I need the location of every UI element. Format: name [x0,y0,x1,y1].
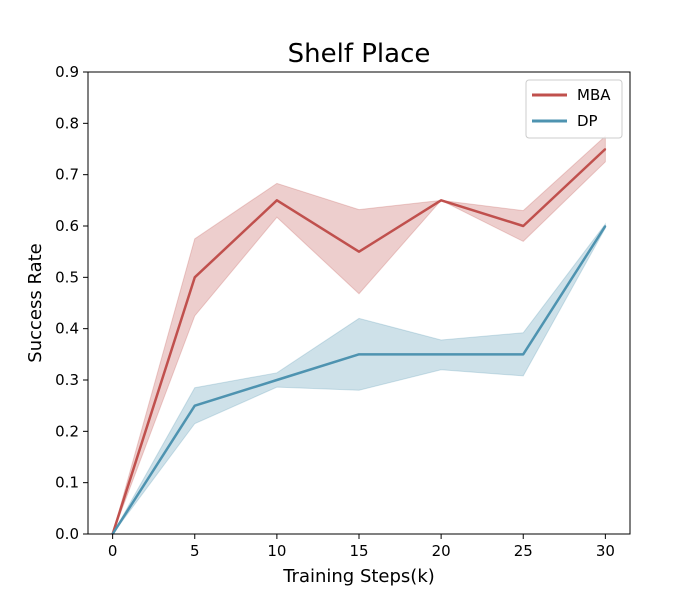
y-tick-label: 0.6 [55,217,79,235]
y-tick-label: 0.5 [55,268,79,286]
series-lines [111,148,607,535]
plot-area [87,71,631,535]
point-dp [522,353,525,356]
y-tick-label: 0.7 [55,166,79,184]
y-tick-label: 0.4 [55,320,79,338]
y-tick-label: 0.9 [55,63,79,81]
point-dp [604,225,607,227]
y-tick-label: 0.2 [55,422,79,440]
x-tick-label: 15 [349,542,368,560]
point-dp [276,379,278,381]
y-tick-label: 0.1 [55,474,79,492]
x-tick-label: 25 [514,542,533,560]
y-axis-label: Success Rate [25,243,46,362]
legend-label-mba: MBA [577,86,611,104]
x-axis-label: Training Steps(k) [282,566,435,587]
x-tick-label: 5 [190,542,200,560]
x-tick-label: 30 [596,542,615,560]
point-dp [358,353,360,356]
legend-label-dp: DP [577,112,598,130]
point-mba [440,199,442,202]
y-tick-label: 0.3 [55,371,79,389]
confidence-bands [112,135,606,535]
y-tick-label: 0.0 [55,525,79,543]
point-mba [193,276,196,279]
x-tick-label: 0 [108,542,118,560]
y-axis: 0.0 0.1 0.2 0.3 0.4 0.5 0.6 0.7 0.8 0.9 [55,63,88,543]
point-mba [276,199,278,202]
point-mba [522,225,525,227]
y-tick-label: 0.8 [55,114,79,132]
x-tick-label: 10 [267,542,286,560]
chart-title: Shelf Place [288,39,431,69]
point-dp [193,404,196,407]
x-tick-label: 20 [432,542,451,560]
point-mba [604,148,607,150]
legend: MBA DP [525,79,623,139]
point-mba [358,250,360,253]
point-dp [440,353,442,356]
x-axis: 0 5 10 15 20 25 30 [108,534,615,560]
